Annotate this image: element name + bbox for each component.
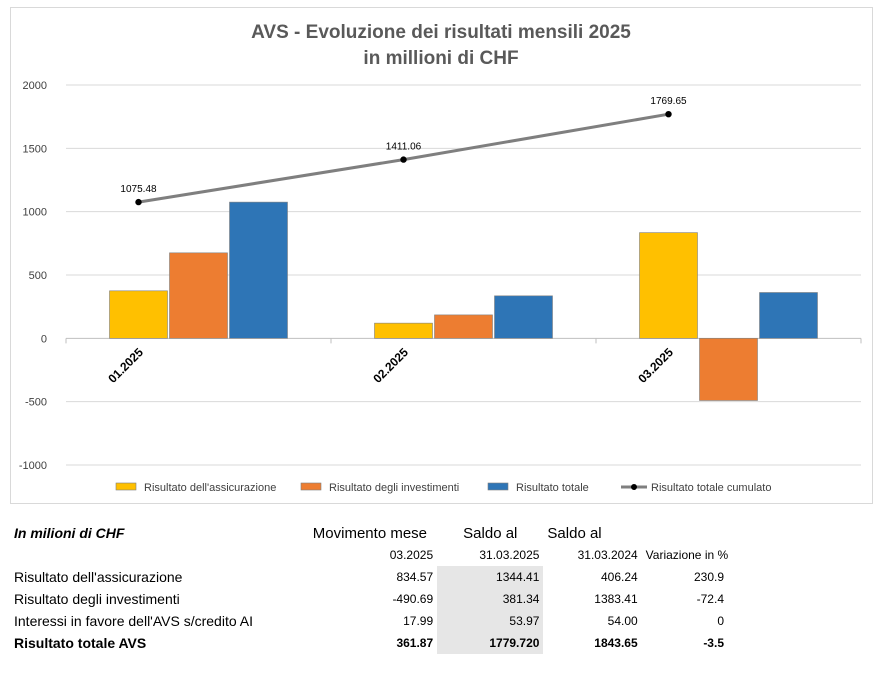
- row-value: 1383.41: [594, 592, 638, 606]
- row-value: 406.24: [600, 570, 638, 584]
- bar-line-chart: AVS - Evoluzione dei risultati mensili 2…: [19, 22, 862, 494]
- row-value: 1843.65: [594, 636, 638, 650]
- x-category-label: 02.2025: [370, 345, 411, 386]
- row-value: 381.34: [437, 588, 544, 610]
- legend-label: Risultato totale cumulato: [651, 482, 771, 494]
- line-point: [400, 156, 407, 163]
- y-tick-label: -500: [25, 397, 47, 409]
- row-value: 1779.720: [437, 632, 544, 654]
- legend-label: Risultato totale: [516, 482, 589, 494]
- data-label: 1769.65: [650, 96, 687, 107]
- table-row: Risultato dell'assicurazione 834.57 1344…: [10, 566, 750, 588]
- row-label: Risultato dell'assicurazione: [14, 569, 183, 585]
- col-head-saldo-2025: Saldo al: [463, 524, 518, 542]
- x-category-label: 03.2025: [635, 345, 676, 386]
- bar: [699, 338, 758, 401]
- y-tick-label: 1500: [23, 143, 47, 155]
- table-row: Interessi in favore dell'AVS s/credito A…: [10, 610, 750, 632]
- row-value: 54.00: [607, 614, 638, 628]
- bar: [639, 232, 698, 339]
- legend-swatch: [487, 482, 509, 491]
- bar: [494, 295, 553, 339]
- chart-subtitle: in millioni di CHF: [363, 48, 518, 69]
- data-label: 1411.06: [386, 142, 422, 153]
- y-tick-label: 0: [41, 333, 47, 345]
- y-tick-label: 1000: [23, 207, 47, 219]
- col-subhead-saldo-2024: 31.03.2024: [577, 548, 638, 562]
- legend-label: Risultato degli investimenti: [329, 482, 459, 494]
- row-value: 834.57: [396, 570, 434, 584]
- chart-container: AVS - Evoluzione dei risultati mensili 2…: [10, 7, 873, 504]
- row-value: -3.5: [703, 636, 724, 650]
- bar: [434, 314, 493, 339]
- row-value: -72.4: [696, 592, 724, 606]
- col-subhead-saldo-2025: 31.03.2025: [479, 548, 540, 562]
- col-head-variazione: [642, 522, 750, 544]
- x-axis-categories: 01.2025 02.2025 03.2025: [105, 345, 676, 386]
- row-label: Interessi in favore dell'AVS s/credito A…: [14, 613, 253, 629]
- row-label: Risultato totale AVS: [14, 635, 147, 651]
- data-label: 1075.48: [120, 184, 157, 195]
- legend-swatch: [115, 482, 137, 491]
- row-value: 230.9: [693, 570, 724, 584]
- y-tick-label: 2000: [23, 80, 47, 92]
- bar: [374, 322, 433, 339]
- x-category-label: 01.2025: [105, 345, 146, 386]
- col-subhead-variazione: Variazione in %: [645, 548, 729, 562]
- line-point: [665, 110, 672, 118]
- y-axis-ticks: -1000 -500 0 500 1000 1500 2000: [19, 80, 47, 472]
- legend-label: Risultato dell'assicurazione: [144, 482, 276, 494]
- bars: [109, 201, 818, 401]
- line-point: [135, 198, 142, 206]
- row-value: 53.97: [437, 610, 544, 632]
- row-value: 17.99: [403, 614, 434, 628]
- row-label: Risultato degli investimenti: [14, 591, 180, 607]
- bar: [759, 292, 818, 339]
- cumulative-line: 1075.48 1411.06 1769.65: [120, 96, 687, 206]
- bar: [169, 252, 228, 339]
- y-tick-label: 500: [29, 270, 47, 282]
- row-value: 0: [717, 614, 724, 628]
- table-header-row: In milioni di CHF Movimento mese Saldo a…: [10, 522, 750, 544]
- legend-marker: [631, 484, 637, 490]
- col-subhead-movimento: 03.2025: [389, 548, 434, 562]
- table-subheader-row: 03.2025 31.03.2025 31.03.2024 Variazione…: [10, 544, 750, 566]
- results-table: In milioni di CHF Movimento mese Saldo a…: [10, 522, 750, 654]
- legend-swatch: [300, 482, 322, 491]
- table-row: Risultato degli investimenti -490.69 381…: [10, 588, 750, 610]
- chart-title: AVS - Evoluzione dei risultati mensili 2…: [251, 22, 631, 43]
- col-head-movimento: Movimento mese: [312, 524, 428, 542]
- row-value: 361.87: [396, 636, 434, 650]
- bar: [229, 201, 288, 339]
- row-value: -490.69: [392, 592, 434, 606]
- row-value: 1344.41: [437, 566, 544, 588]
- bar: [109, 290, 168, 339]
- table-row-total: Risultato totale AVS 361.87 1779.720 184…: [10, 632, 750, 654]
- legend: Risultato dell'assicurazione Risultato de…: [115, 482, 771, 494]
- y-tick-label: -1000: [19, 460, 47, 472]
- col-head-saldo-2024: Saldo al: [547, 524, 602, 542]
- table-header-label: In milioni di CHF: [14, 525, 125, 541]
